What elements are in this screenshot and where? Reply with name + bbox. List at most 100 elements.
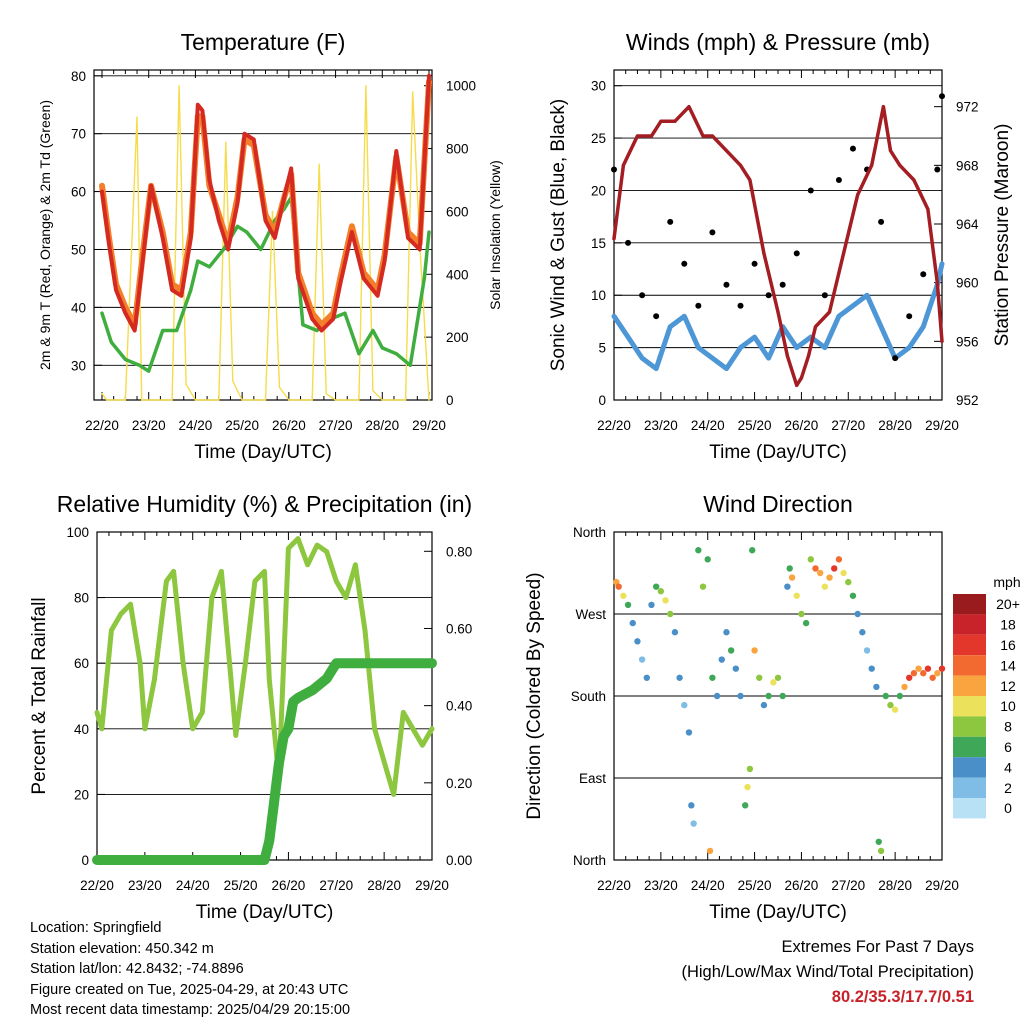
dewpoint-line-point	[221, 247, 226, 252]
y2-tick-label: 972	[956, 100, 979, 115]
solar-line-point	[334, 399, 337, 401]
panel-direction: Wind Direction Time (Day/UTC) 22/20 23/20 24…	[524, 491, 959, 923]
pressure-line-point	[898, 163, 902, 167]
dewpoint-line-point	[161, 328, 165, 333]
precip-line-point	[427, 658, 437, 668]
temp-2m-line-point	[235, 201, 240, 205]
y2-tick-label: 0.00	[446, 853, 472, 868]
direction-point	[816, 569, 824, 577]
colorbar-swatch	[953, 757, 986, 778]
recent-text: Most recent data timestamp: 2025/04/29 2…	[30, 1002, 351, 1018]
x-tick-label: 24/20	[691, 878, 725, 893]
gust-point	[681, 260, 688, 267]
temp-2m-line-point	[179, 293, 184, 298]
rh-line-point	[267, 677, 272, 682]
gust-point	[807, 187, 814, 194]
dewpoint-line-point	[315, 328, 319, 333]
dewpoint-line-point	[137, 363, 141, 367]
pressure-line-point	[687, 105, 691, 109]
sonic-wind-line-point	[878, 324, 884, 329]
temp-2m-line-point	[107, 241, 111, 246]
solar-line-point	[241, 399, 243, 401]
colorbar-level: 20+	[996, 596, 1020, 612]
chart-title: Wind Direction	[703, 491, 853, 517]
dewpoint-line-point	[175, 328, 179, 333]
colorbar-level: 10	[1000, 698, 1016, 714]
y-tick-label: 40	[71, 300, 86, 315]
colorbar-level: 8	[1004, 719, 1012, 735]
colorbar-level: 12	[1000, 678, 1016, 694]
direction-point	[798, 610, 805, 618]
dewpoint-line-point	[245, 230, 249, 234]
pressure-line-point	[912, 178, 916, 182]
y2-tick-label: 0.80	[446, 544, 472, 559]
solar-line-point	[372, 389, 374, 392]
x-tick-label: 26/20	[272, 418, 306, 433]
x-tick-label: 28/20	[878, 878, 912, 893]
rh-line-point	[429, 726, 435, 732]
pressure-line-point	[827, 310, 832, 314]
rh-line-point	[262, 569, 267, 574]
direction-point	[648, 601, 655, 609]
y2-tick-label: 0	[446, 393, 454, 408]
pressure-line-point	[926, 207, 930, 211]
colorbar-swatch	[953, 696, 986, 717]
colorbar-swatch	[953, 614, 986, 635]
temp-2m-line-point	[350, 230, 354, 234]
x-tick-label: 24/20	[691, 418, 725, 433]
direction-point	[685, 729, 693, 736]
pressure-line-point	[785, 354, 789, 358]
temp-2m-line-point	[149, 183, 153, 188]
colorbar-swatch	[953, 655, 986, 676]
rh-line-point	[128, 601, 133, 607]
direction-point	[835, 556, 843, 563]
rh-line-point	[200, 710, 205, 715]
direction-point	[671, 629, 679, 636]
rh-line-point	[164, 578, 169, 584]
sonic-wind-line-point	[738, 345, 743, 350]
sonic-wind-line-point	[625, 334, 631, 340]
y-axis-label: Sonic Wind & Gust (Blue, Black)	[548, 99, 569, 371]
rh-line-point	[152, 677, 157, 682]
sonic-wind-line-point	[724, 366, 729, 371]
sonic-wind-line-point	[794, 345, 799, 350]
dewpoint-line-point	[394, 352, 398, 356]
y2-tick-label: 0.40	[446, 699, 472, 714]
solar-line-point	[278, 386, 281, 389]
x-tick-label: 25/20	[225, 418, 259, 433]
extremes-values: 80.2/35.3/17.7/0.51	[831, 988, 974, 1006]
rh-line-point	[137, 660, 143, 666]
dewpoint-line-point	[123, 357, 127, 362]
direction-point	[786, 565, 793, 572]
y-tick-label: 50	[71, 242, 86, 257]
colorbar-swatch	[953, 675, 986, 696]
precip-line-point	[379, 658, 389, 668]
direction-point	[906, 674, 913, 681]
y-tick-label: North	[573, 525, 606, 540]
dewpoint-line-point	[408, 363, 412, 367]
x-tick-label: 23/20	[132, 418, 166, 433]
y2-tick-label: 964	[956, 217, 979, 232]
rh-line-point	[109, 628, 114, 633]
elevation-text: Station elevation: 450.342 m	[30, 940, 214, 957]
pressure-line-point	[870, 163, 874, 167]
gust-point	[667, 218, 674, 225]
temp-2m-line-point	[382, 259, 387, 263]
direction-point	[924, 665, 932, 672]
x-tick-label: 22/20	[85, 418, 119, 433]
colorbar-swatch	[953, 798, 986, 819]
direction-point	[826, 574, 833, 581]
gust-point	[695, 302, 702, 309]
dewpoint-line-point	[380, 346, 384, 350]
rh-line-point	[410, 726, 416, 732]
rh-line-point	[391, 792, 396, 797]
colorbar-level: 4	[1004, 759, 1012, 775]
solar-line-point	[311, 399, 313, 401]
precip-line-point	[307, 685, 317, 695]
direction-point	[723, 629, 730, 636]
sonic-wind-line-point	[639, 355, 645, 361]
dewpoint-line-point	[109, 340, 113, 344]
x-axis-label: Time (Day/UTC)	[194, 442, 332, 463]
solar-line-point	[428, 399, 430, 401]
colorbar-label: mph	[993, 574, 1020, 590]
